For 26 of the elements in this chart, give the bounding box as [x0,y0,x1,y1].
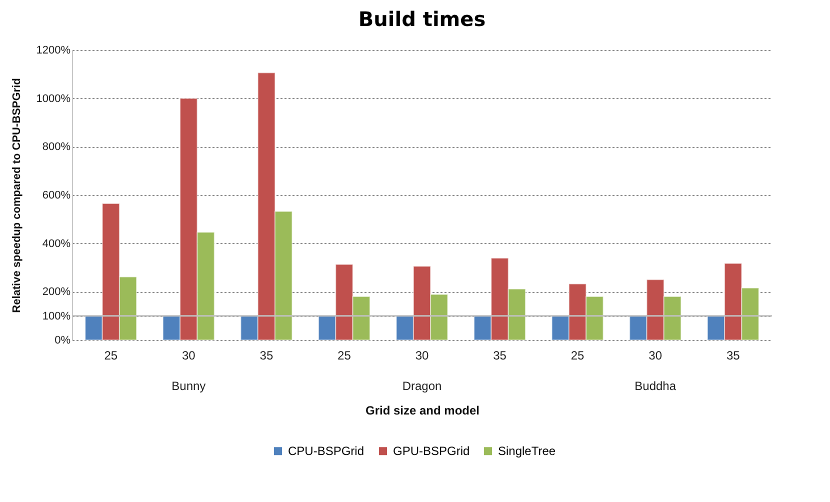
legend-label: GPU-BSPGrid [393,444,470,458]
y-tick-label: 1200% [36,44,71,56]
x-tick-label: 35 [726,348,740,362]
y-tick-label: 0% [54,334,71,346]
x-tick-label: 35 [493,348,507,362]
x-axis-title: Grid size and model [365,404,480,418]
legend-label: SingleTree [498,444,556,458]
text: Buddha [634,379,676,393]
text: Dragon [402,379,442,393]
y-tick-label: 1000% [36,92,71,105]
y-tick-label: 600% [42,190,71,202]
y-tick-label: 400% [42,238,71,250]
text: Bunny [172,379,206,393]
x-tick-label: 35 [260,348,274,362]
legend-label: CPU-BSPGrid [288,444,364,458]
y-tick-label: 200% [42,286,71,298]
x-tick-label: 30 [648,348,662,362]
x-tick-label: 25 [570,348,585,362]
y-tick-label: 800% [42,141,71,154]
x-tick-label: 25 [338,348,352,362]
y-tick-label: 100% [42,310,71,322]
x-tick-label: 30 [182,348,196,362]
x-tick-label: 25 [104,348,118,362]
y-axis-title: Relative speedup compared to CPU-BSPGrid [11,78,24,313]
chart-title: Build times [358,7,486,31]
x-tick-label: 30 [415,348,429,362]
